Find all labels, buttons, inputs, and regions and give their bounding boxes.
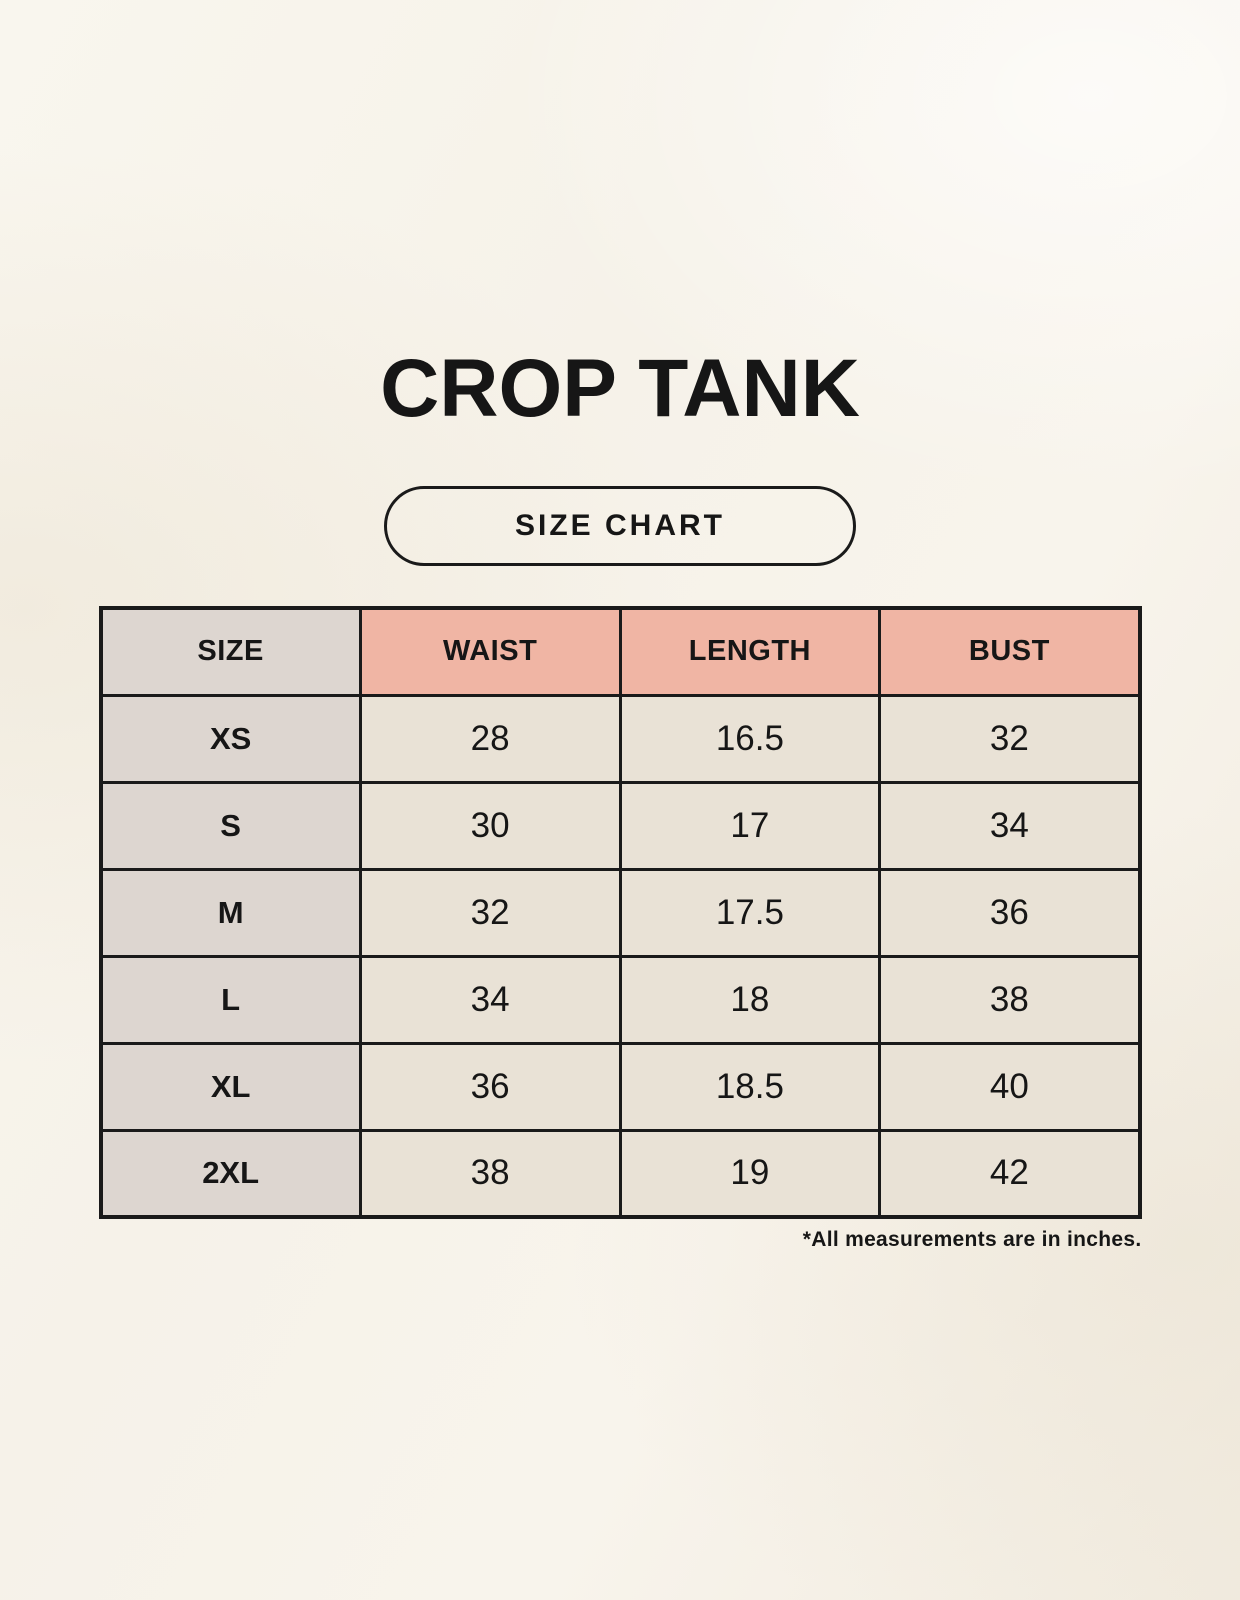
size-label: L	[99, 954, 362, 1045]
bust-value: 36	[878, 867, 1141, 958]
bust-value: 38	[878, 954, 1141, 1045]
page-title: CROP TANK	[380, 343, 860, 434]
length-value: 16.5	[618, 693, 882, 784]
waist-value: 36	[358, 1041, 622, 1132]
waist-value: 28	[358, 693, 622, 784]
table-row-xl: XL 36 18.5 40	[99, 1041, 1141, 1132]
table-row-xs: XS 28 16.5 32	[99, 693, 1141, 784]
table-row-m: M 32 17.5 36	[99, 867, 1141, 958]
size-label: M	[99, 867, 362, 958]
size-chart-badge: SIZE CHART	[384, 486, 856, 567]
waist-value: 34	[358, 954, 622, 1045]
column-header-bust: BUST	[878, 606, 1141, 697]
column-header-waist: WAIST	[358, 606, 622, 697]
bust-value: 32	[878, 693, 1141, 784]
size-label: XL	[99, 1041, 362, 1132]
bust-value: 42	[878, 1128, 1141, 1219]
table-header-row: SIZE WAIST LENGTH BUST	[99, 606, 1141, 697]
length-value: 18.5	[618, 1041, 882, 1132]
bust-value: 34	[878, 780, 1141, 871]
measurements-note: *All measurements are in inches.	[802, 1228, 1142, 1252]
size-chart-badge-label: SIZE CHART	[515, 509, 725, 543]
bust-value: 40	[878, 1041, 1141, 1132]
waist-value: 32	[358, 867, 622, 958]
waist-value: 38	[358, 1128, 622, 1219]
length-value: 18	[618, 954, 882, 1045]
table-row-s: S 30 17 34	[99, 780, 1141, 871]
column-header-length: LENGTH	[618, 606, 882, 697]
table-row-l: L 34 18 38	[99, 954, 1141, 1045]
column-header-size: SIZE	[99, 606, 362, 697]
waist-value: 30	[358, 780, 622, 871]
length-value: 17.5	[618, 867, 882, 958]
size-table: SIZE WAIST LENGTH BUST XS 28 16.5 32 S 3…	[98, 606, 1142, 1220]
length-value: 19	[618, 1128, 882, 1219]
table-row-2xl: 2XL 38 19 42	[99, 1128, 1141, 1219]
size-label: 2XL	[99, 1128, 362, 1219]
length-value: 17	[618, 780, 882, 871]
size-label: S	[99, 780, 362, 871]
size-label: XS	[99, 693, 362, 784]
